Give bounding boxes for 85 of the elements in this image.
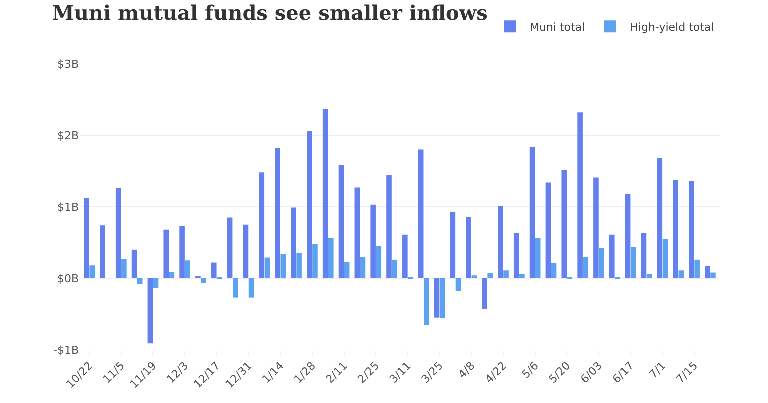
bar <box>164 230 170 278</box>
y-tick-label: $1B <box>57 200 79 214</box>
bar <box>694 260 700 278</box>
bar <box>662 239 668 278</box>
bar <box>705 266 710 278</box>
bar <box>498 206 504 278</box>
bar <box>578 112 583 278</box>
bar <box>482 278 488 310</box>
bar <box>259 172 265 278</box>
bar <box>678 270 684 278</box>
chart-title: Muni mutual funds see smaller inflows <box>52 1 488 26</box>
bar <box>84 198 90 278</box>
bar <box>546 182 552 278</box>
bar <box>90 266 95 278</box>
bar <box>376 246 382 278</box>
x-tick-label: 4/8 <box>456 360 478 382</box>
bar <box>180 226 185 278</box>
bar <box>456 278 462 292</box>
bar <box>116 188 122 278</box>
bar <box>599 248 604 278</box>
bar <box>328 238 334 278</box>
bar <box>710 272 716 278</box>
bar <box>641 233 647 278</box>
bar <box>248 278 254 298</box>
bar <box>122 259 127 278</box>
bar <box>296 253 302 278</box>
bar <box>424 278 430 325</box>
x-tick-label: 5/6 <box>520 360 542 382</box>
bar <box>434 278 440 318</box>
bar <box>307 131 312 278</box>
bar <box>275 148 280 278</box>
bar <box>530 146 536 278</box>
bar <box>280 254 286 278</box>
bar <box>185 260 191 278</box>
bar <box>243 224 249 278</box>
bar <box>472 276 478 278</box>
bar <box>520 274 525 278</box>
bar <box>514 233 520 278</box>
bar <box>232 278 238 298</box>
bar <box>132 250 138 278</box>
bar <box>402 234 408 278</box>
bar <box>646 274 652 278</box>
y-tick-label: $2B <box>57 129 79 142</box>
bar <box>466 217 472 278</box>
bar <box>386 176 392 278</box>
bar <box>562 170 568 278</box>
bar <box>392 260 398 278</box>
bar <box>201 278 206 284</box>
x-tick-label: 7/1 <box>646 360 669 382</box>
bar <box>312 244 318 278</box>
bar <box>583 257 589 278</box>
bar <box>450 212 456 278</box>
y-tick-label: -$1B <box>53 344 79 357</box>
bar <box>100 226 106 278</box>
bar <box>689 181 694 278</box>
bar <box>227 218 233 278</box>
y-tick-label: $3B <box>57 58 79 71</box>
bar <box>609 234 615 278</box>
bar <box>338 166 344 278</box>
bar <box>322 109 328 278</box>
y-tick-label: $0B <box>57 272 79 286</box>
bar <box>137 278 143 284</box>
bar <box>344 262 350 278</box>
bar <box>535 238 541 278</box>
bar <box>551 263 557 278</box>
bar <box>370 204 376 278</box>
bar <box>504 270 509 278</box>
bar <box>594 178 599 278</box>
bar <box>169 272 175 278</box>
bar <box>148 278 154 344</box>
bar <box>673 180 678 278</box>
bar <box>291 208 296 278</box>
bar <box>360 257 366 278</box>
legend-label: High-yield total <box>630 20 714 34</box>
bar <box>211 262 217 278</box>
bar <box>625 194 631 278</box>
bar <box>657 158 663 278</box>
legend-label: Muni total <box>530 20 586 34</box>
bar <box>418 150 424 278</box>
bar <box>440 278 446 319</box>
bar <box>264 258 270 278</box>
bar <box>488 274 493 278</box>
bar <box>630 247 636 278</box>
bar <box>354 188 360 278</box>
bar <box>153 278 159 289</box>
